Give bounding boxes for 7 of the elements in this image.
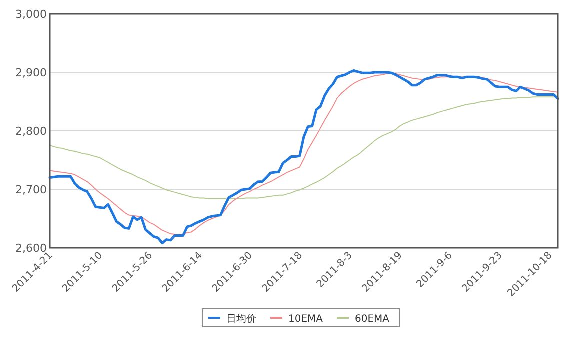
y-tick-label: 2,900	[16, 66, 47, 80]
legend-label: 10EMA	[288, 314, 324, 325]
y-tick-label: 2,700	[16, 184, 47, 196]
y-tick-label: 3,000	[16, 8, 47, 21]
legend-label: 日均价	[226, 313, 256, 325]
legend-label: 60EMA	[355, 314, 390, 325]
y-tick-label: 2,800	[16, 125, 47, 138]
